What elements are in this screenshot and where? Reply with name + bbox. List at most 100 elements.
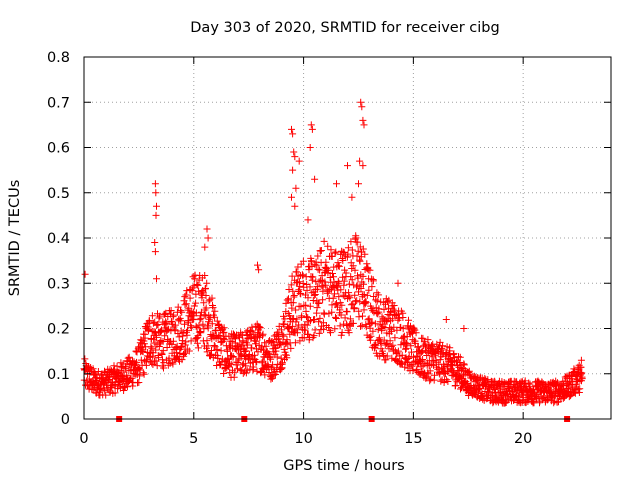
data-point [254,261,261,269]
data-point [256,323,263,331]
data-point [129,357,136,365]
data-point [145,325,153,333]
data-point [526,380,534,388]
data-point [369,277,377,285]
data-point [255,266,263,274]
data-point [293,315,301,323]
data-point [386,337,394,345]
data-point [360,291,368,299]
data-point [161,332,169,340]
data-point [354,247,362,255]
data-point [380,305,388,313]
data-point [350,305,358,313]
data-point [315,329,323,337]
data-point [205,297,213,305]
data-point [151,248,159,256]
data-point [389,305,397,313]
data-point [141,334,149,342]
data-point [427,375,435,383]
data-point [285,286,293,293]
data-point [331,325,339,333]
data-point [348,246,356,254]
data-point [186,294,194,302]
data-point [294,263,302,271]
data-point [359,162,367,170]
data-point [284,325,292,333]
data-point [361,250,369,258]
data-point [371,341,379,348]
data-point [220,324,228,332]
data-point [265,350,273,358]
data-point [217,347,225,355]
chart-title: Day 303 of 2020, SRMTID for receiver cib… [190,20,499,36]
data-point [132,360,139,368]
data-point [178,343,185,350]
data-point [407,342,415,350]
data-point [439,342,447,350]
data-point [236,366,244,374]
data-point [202,284,209,292]
data-point [155,314,163,322]
data-point [293,329,301,337]
data-point [424,336,432,344]
data-point [399,314,407,321]
data-point [200,311,208,319]
data-point [289,130,297,138]
data-point [152,189,160,197]
data-point [460,371,467,379]
data-point [227,360,235,368]
data-point [89,365,97,373]
data-point [194,281,202,289]
data-point [213,317,221,325]
data-point [199,320,207,328]
data-point [328,308,336,316]
data-point [366,266,374,274]
data-point [81,270,89,278]
data-point [373,310,381,318]
data-point [322,281,330,289]
data-point [349,262,357,270]
data-point [353,252,361,260]
x-tick-labels: 0 5 10 15 20 [79,431,532,447]
data-point [200,325,208,333]
data-point [329,270,336,277]
data-point [304,294,312,302]
data-point [208,294,216,302]
data-point [347,273,355,281]
data-point [297,303,305,311]
data-point [285,295,292,303]
data-point [163,344,171,351]
data-point [303,286,311,294]
data-point [242,362,250,370]
data-point [152,211,160,219]
data-point [202,292,210,299]
data-point [194,344,202,352]
data-point [320,325,328,333]
data-point [154,321,162,328]
data-point [177,317,185,325]
data-point [335,262,342,270]
data-point [333,180,340,188]
data-point [383,318,391,326]
data-point [168,340,176,348]
data-point [389,315,397,323]
data-point [306,302,314,310]
data-point [346,315,354,323]
data-point [357,98,365,106]
data-point [332,315,340,322]
data-point [418,347,426,355]
data-point [363,260,371,268]
data-point [369,307,377,315]
data-point [140,340,148,348]
data-point [571,389,579,397]
data-point [332,248,340,256]
data-point [297,290,305,298]
data-point [359,272,367,280]
data-point [302,301,310,309]
data-point [253,358,261,366]
data-point [202,312,210,320]
data-point [177,307,184,315]
data-point [453,378,461,386]
data-point [324,242,332,250]
data-point [155,354,162,362]
